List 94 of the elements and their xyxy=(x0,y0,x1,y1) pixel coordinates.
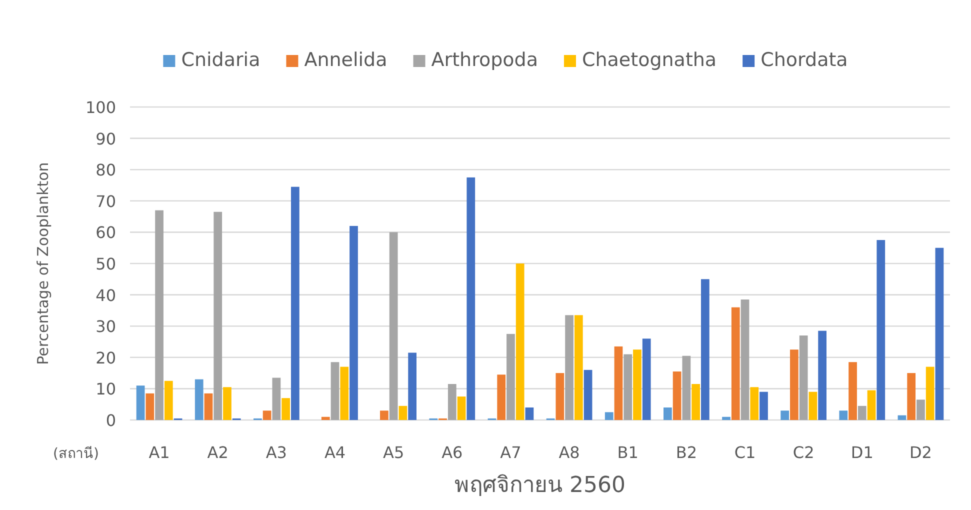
bar xyxy=(448,384,456,420)
bar xyxy=(584,370,592,420)
y-tick-label: 30 xyxy=(96,317,116,336)
x-tick-label: A6 xyxy=(442,443,463,462)
bar xyxy=(290,186,300,420)
bar xyxy=(935,248,944,420)
bar xyxy=(574,315,583,420)
bar xyxy=(799,335,808,420)
bar xyxy=(664,407,672,420)
bar xyxy=(604,412,614,420)
bar xyxy=(867,390,876,420)
bar xyxy=(136,386,145,420)
bar xyxy=(408,352,416,420)
bar xyxy=(740,299,750,420)
bar xyxy=(321,416,330,420)
bar xyxy=(898,415,906,420)
legend-label: Chordata xyxy=(760,49,848,71)
bar xyxy=(146,393,154,420)
y-tick-label: 50 xyxy=(96,254,116,274)
legend-label: Cnidaria xyxy=(181,49,260,71)
legend-label: Chaetognatha xyxy=(582,49,717,71)
bar xyxy=(282,398,290,420)
bar xyxy=(818,330,826,420)
bar xyxy=(350,226,358,420)
y-tick-label: 10 xyxy=(96,380,116,399)
y-axis-title: Percentage of Zooplankton xyxy=(34,162,52,365)
bar xyxy=(204,393,213,420)
x-tick-label: A1 xyxy=(148,443,170,462)
bar xyxy=(722,416,730,420)
bar xyxy=(457,396,466,420)
bar xyxy=(700,279,710,420)
bar xyxy=(692,384,700,420)
bar xyxy=(223,387,232,420)
bar xyxy=(330,362,340,420)
bar xyxy=(839,410,848,420)
bar xyxy=(642,338,651,420)
bar xyxy=(497,374,506,420)
y-tick-label: 20 xyxy=(96,348,116,368)
bar xyxy=(466,177,476,420)
bar xyxy=(262,410,272,420)
x-tick-label: D1 xyxy=(850,443,874,462)
bar xyxy=(272,378,281,420)
bar xyxy=(340,366,349,420)
y-tick-label: 70 xyxy=(96,192,116,211)
bar xyxy=(194,379,204,420)
y-tick-label: 0 xyxy=(106,411,116,430)
bar xyxy=(155,210,164,420)
y-tick-label: 100 xyxy=(85,98,116,117)
text: (สถานี) xyxy=(53,446,99,462)
bar xyxy=(682,356,691,420)
bar xyxy=(506,334,515,420)
x-tick-label: B1 xyxy=(617,443,638,462)
bar xyxy=(164,380,173,420)
bar xyxy=(556,373,564,420)
x-tick-label: A7 xyxy=(500,443,522,462)
x-tick-label: C2 xyxy=(792,443,814,462)
legend-label: Annelida xyxy=(304,49,388,71)
bar xyxy=(614,346,623,420)
bar xyxy=(916,400,925,420)
x-tick-label: A5 xyxy=(383,443,404,462)
bar xyxy=(633,350,642,420)
bar xyxy=(750,387,759,420)
bar xyxy=(808,392,818,420)
x-tick-label: D2 xyxy=(909,443,932,462)
x-tick-label: B2 xyxy=(676,443,698,462)
x-tick-label: C1 xyxy=(734,443,756,462)
y-tick-label: 80 xyxy=(96,160,116,180)
bar xyxy=(214,212,222,420)
x-tick-label: A2 xyxy=(207,443,228,462)
x-tick-label: A8 xyxy=(558,443,580,462)
x-axis-title: พฤศจิกายน 2560 xyxy=(454,473,626,498)
bar xyxy=(790,350,798,420)
bar xyxy=(516,264,524,420)
bar xyxy=(380,410,388,420)
bar xyxy=(389,232,398,420)
bar xyxy=(848,362,857,420)
bar xyxy=(780,410,790,420)
y-tick-label: 90 xyxy=(96,129,116,148)
x-tick-label: A4 xyxy=(324,443,346,462)
bar xyxy=(525,407,534,420)
bar xyxy=(565,315,574,420)
y-tick-label: 40 xyxy=(96,286,116,305)
y-tick-label: 60 xyxy=(96,223,116,242)
bar xyxy=(907,373,916,420)
x-tick-label: A3 xyxy=(266,443,287,462)
bar xyxy=(858,406,866,420)
bar xyxy=(926,366,934,420)
legend-label: Arthropoda xyxy=(431,49,538,71)
bar xyxy=(876,240,886,420)
bar xyxy=(672,371,682,420)
bar xyxy=(731,307,740,420)
bar xyxy=(760,392,768,420)
bar xyxy=(624,354,632,420)
bar xyxy=(398,406,408,420)
